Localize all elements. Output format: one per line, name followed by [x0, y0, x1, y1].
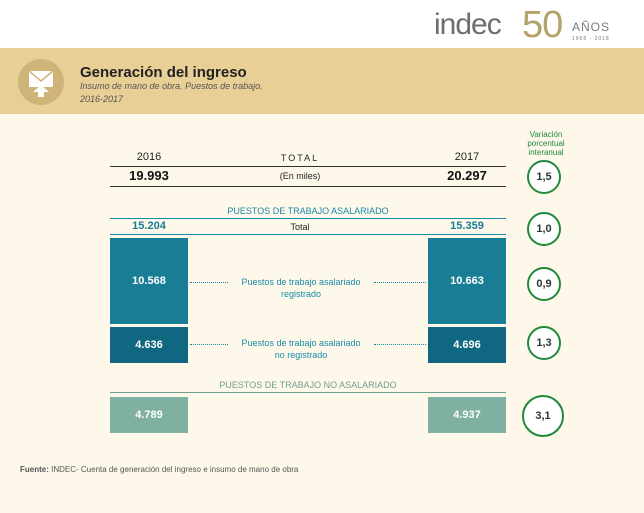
registrado-bar-2016: 10.568 — [110, 238, 188, 324]
no-registrado-value-2017: 4.696 — [453, 339, 481, 351]
source-label: Fuente: — [20, 465, 49, 474]
no-registrado-label: Puestos de trabajo asalariado no registr… — [228, 337, 374, 361]
registrado-label-line1: Puestos de trabajo asalariado — [241, 277, 361, 287]
no-registrado-label-line2: no registrado — [274, 350, 328, 360]
no-asalariado-bar-2017: 4.937 — [428, 397, 506, 433]
year-2017-label: 2017 — [454, 151, 480, 163]
asalariado-total-variation-badge: 1,0 — [527, 212, 561, 246]
variation-header-line3: interanual — [528, 148, 564, 157]
no-asalariado-bar-2016: 4.789 — [110, 397, 188, 433]
registrado-connector-right — [374, 282, 426, 283]
registrado-value-2016: 10.568 — [132, 275, 166, 287]
logo-year-range: 1968 - 2018 — [572, 36, 610, 42]
source-text: INDEC- Cuenta de generación del ingreso … — [51, 465, 299, 474]
total-label: TOTAL — [280, 153, 320, 163]
no-asalariado-variation-badge: 3,1 — [522, 395, 564, 437]
no-asalariado-value-2017: 4.937 — [453, 409, 481, 421]
asalariado-total-2017: 15.359 — [450, 220, 484, 232]
logo-anniversary: 50 — [522, 4, 563, 46]
top-bar — [0, 0, 644, 48]
page-subtitle: Insumo de mano de obra. Puestos de traba… — [80, 81, 263, 91]
no-registrado-connector-left — [190, 344, 228, 345]
no-registrado-label-line1: Puestos de trabajo asalariado — [241, 338, 361, 348]
document-arrow-icon — [18, 59, 64, 105]
no-registrado-value-2016: 4.636 — [135, 339, 163, 351]
year-2016-label: 2016 — [136, 151, 162, 163]
variation-header-line1: Variación — [529, 130, 563, 139]
asalariado-total-label: Total — [290, 222, 310, 232]
no-asalariado-rule — [110, 392, 506, 393]
page-title: Generación del ingreso — [80, 64, 247, 81]
logo-wordmark: indec — [434, 8, 502, 41]
total-rule-bottom — [110, 186, 506, 187]
no-asalariado-value-2016: 4.789 — [135, 409, 163, 421]
variation-header: Variación porcentual interanual — [518, 130, 574, 157]
registrado-label-line2: registrado — [280, 289, 322, 299]
no-asalariado-section-title: PUESTOS DE TRABAJO NO ASALARIADO — [219, 380, 397, 390]
total-value-2017: 20.297 — [447, 168, 487, 183]
page-period: 2016-2017 — [80, 94, 124, 104]
registrado-variation-badge: 0,9 — [527, 267, 561, 301]
total-value-2016: 19.993 — [129, 168, 169, 183]
registrado-value-2017: 10.663 — [450, 275, 484, 287]
no-registrado-variation-badge: 1,3 — [527, 326, 561, 360]
no-registrado-connector-right — [374, 344, 426, 345]
asalariado-rule-bottom — [110, 234, 506, 235]
indec-logo: indec 50 AÑOS 1968 - 2018 — [426, 4, 626, 46]
logo-years-label: AÑOS — [572, 20, 611, 34]
asalariado-total-2016: 15.204 — [132, 220, 166, 232]
no-registrado-bar-2017: 4.696 — [428, 327, 506, 363]
asalariado-section-title: PUESTOS DE TRABAJO ASALARIADO — [227, 206, 389, 216]
registrado-label: Puestos de trabajo asalariado registrado — [228, 276, 374, 300]
header-band — [0, 48, 644, 114]
no-registrado-bar-2016: 4.636 — [110, 327, 188, 363]
source-note: Fuente: INDEC- Cuenta de generación del … — [20, 465, 298, 474]
registrado-connector-left — [190, 282, 228, 283]
asalariado-rule-top — [110, 218, 506, 219]
variation-header-line2: porcentual — [527, 139, 565, 148]
total-variation-badge: 1,5 — [527, 160, 561, 194]
total-unit: (En miles) — [279, 171, 321, 181]
registrado-bar-2017: 10.663 — [428, 238, 506, 324]
total-rule-top — [110, 166, 506, 167]
